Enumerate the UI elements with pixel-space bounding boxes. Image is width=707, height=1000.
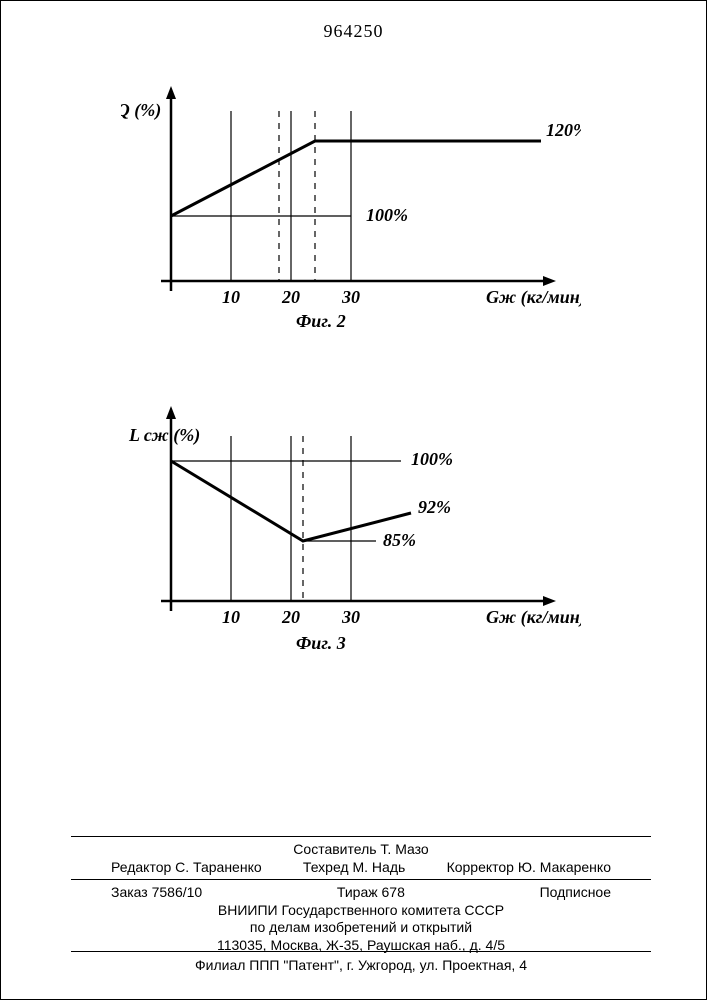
corrector: Корректор Ю. Макаренко bbox=[447, 859, 611, 877]
label-92: 92% bbox=[418, 497, 451, 517]
label-100-b: 100% bbox=[411, 449, 453, 469]
xtick-10-b: 10 bbox=[222, 607, 240, 627]
chart-fig2-svg: 10 20 30 Gж (кг/мин) Q (%) 100% 120% Фиг… bbox=[121, 81, 581, 341]
editor: Редактор С. Тараненко bbox=[111, 859, 262, 877]
affairs: по делам изобретений и открытий bbox=[111, 919, 611, 937]
vniipi: ВНИИПИ Государственного комитета СССР bbox=[111, 902, 611, 920]
fig2-caption: Фиг. 2 bbox=[296, 311, 346, 331]
x-axis-label: Gж (кг/мин) bbox=[486, 287, 581, 308]
label-120: 120% bbox=[546, 120, 581, 140]
label-85: 85% bbox=[383, 530, 416, 550]
x-axis-label-b: Gж (кг/мин) bbox=[486, 607, 581, 628]
xtick-30: 30 bbox=[341, 287, 360, 307]
credits-row1: Составитель Т. Мазо Редактор С. Тараненк… bbox=[111, 841, 611, 876]
filial: Филиал ППП "Патент", г. Ужгород, ул. Про… bbox=[111, 957, 611, 975]
chart-fig3-svg: 10 20 30 Gж (кг/мин) L сж (%) 100% 92% 8… bbox=[121, 401, 581, 661]
xtick-20-b: 20 bbox=[281, 607, 300, 627]
order: Заказ 7586/10 bbox=[111, 884, 202, 902]
label-100: 100% bbox=[366, 205, 408, 225]
rule-2 bbox=[71, 879, 651, 880]
chart-fig3: 10 20 30 Gж (кг/мин) L сж (%) 100% 92% 8… bbox=[121, 401, 581, 651]
fig3-caption: Фиг. 3 bbox=[296, 633, 346, 653]
tirazh: Тираж 678 bbox=[337, 884, 405, 902]
page-number: 964250 bbox=[324, 21, 384, 42]
chart-fig2: 10 20 30 Gж (кг/мин) Q (%) 100% 120% Фиг… bbox=[121, 81, 581, 331]
compiler: Составитель Т. Мазо bbox=[111, 841, 611, 859]
techred: Техред М. Надь bbox=[303, 859, 405, 877]
page: 964250 10 20 30 Gж (кг/мин) bbox=[0, 0, 707, 1000]
podpisnoe: Подписное bbox=[540, 884, 611, 902]
y-axis-label-b: L сж (%) bbox=[128, 425, 200, 446]
xtick-30-b: 30 bbox=[341, 607, 360, 627]
rule-3 bbox=[71, 951, 651, 952]
credits-row2: Заказ 7586/10 Тираж 678 Подписное ВНИИПИ… bbox=[111, 884, 611, 954]
y-axis-label: Q (%) bbox=[121, 100, 161, 121]
xtick-20: 20 bbox=[281, 287, 300, 307]
xtick-10: 10 bbox=[222, 287, 240, 307]
rule-1 bbox=[71, 836, 651, 837]
